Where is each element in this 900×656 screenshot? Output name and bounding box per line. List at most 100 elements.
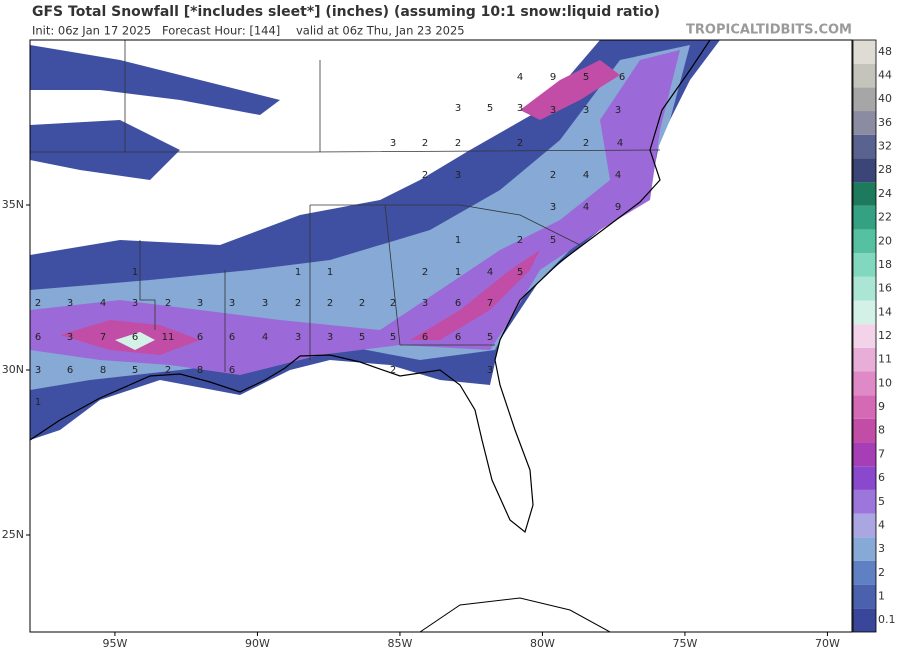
contour-label: 4 [583,170,589,181]
colorbar-swatch [853,324,876,348]
contour-label: 3 [197,298,203,309]
colorbar-label: 4 [878,518,885,531]
lon-label: 95W [102,637,127,650]
lat-label: 25N [2,528,24,541]
colorbar-swatch [853,347,876,372]
contour-label: 3 [487,365,493,376]
valid-time: valid at 06z Thu, Jan 23 2025 [296,24,465,38]
contour-label: 3 [550,202,556,213]
contour-label: 2 [327,298,333,309]
colorbar-border [852,39,877,633]
contour-label: 2 [455,138,461,149]
colorbar-label: 3 [878,542,885,555]
colorbar-swatch [853,584,876,609]
colorbar-swatch [853,182,876,206]
colorbar-label: 16 [878,282,892,295]
colorbar-label: 24 [878,187,892,200]
colorbar-swatch [853,87,876,112]
contour-label: 3 [583,105,589,116]
lon-label: 80W [530,637,555,650]
colorbar-swatch [853,111,876,135]
contour-label: 3 [67,298,73,309]
contour-label: 6 [35,332,41,343]
colorbar-label: 40 [878,92,892,105]
contour-label: 6 [132,332,138,343]
colorbar-label: 48 [878,45,892,58]
contour-label: 1 [35,397,41,408]
map: 4 9 5 63 5 3 3 3 33 2 2 2 2 42 3 2 4 43 4 91 2 51 1 1 2 1 4 52 3 4 3 2 3… [29,39,853,633]
init-time: Init: 06z Jan 17 2025 [32,24,151,38]
contour-label: 2 [422,170,428,181]
contour-label: 4 [100,298,106,309]
contour-label: 4 [487,267,493,278]
contour-label: 11 [162,332,175,343]
contour-label: 3 [132,298,138,309]
colorbar-label: 9 [878,400,885,413]
contour-label: 2 [583,138,589,149]
contour-label: 3 [35,365,41,376]
contour-label: 2 [390,365,396,376]
contour-label: 8 [100,365,106,376]
contour-label: 5 [583,72,589,83]
colorbar-label: 0.1 [878,613,896,626]
colorbar-label: 22 [878,211,892,224]
colorbar-swatch [853,489,876,514]
lat-label: 30N [2,363,24,376]
contour-label: 2 [359,298,365,309]
colorbar-swatch [853,205,876,230]
contour-label: 2 [35,298,41,309]
colorbar-label: 5 [878,495,885,508]
colorbar-swatch [853,442,876,467]
snow-area-extreme [115,332,155,350]
contour-label: 6 [229,365,235,376]
map-content: 4 9 5 63 5 3 3 3 33 2 2 2 2 42 3 2 4 43 4 91 2 51 1 1 2 1 4 52 3 4 3 2 3… [30,40,852,632]
contour-label: 3 [327,332,333,343]
lon-label: 70W [815,637,840,650]
contour-label: 5 [132,365,138,376]
colorbar-label: 10 [878,376,892,389]
contour-label: 6 [455,298,461,309]
contour-label: 4 [615,170,621,181]
contour-label: 2 [165,298,171,309]
contour-label: 5 [359,332,365,343]
lon-label: 90W [245,637,270,650]
colorbar-swatch [853,466,876,490]
contour-label: 3 [390,138,396,149]
colorbar-swatch [853,395,876,419]
colorbar-label: 12 [878,329,892,342]
colorbar-label: 20 [878,234,892,247]
watermark: TROPICALTIDBITS.COM [686,23,852,38]
contour-label: 6 [619,72,625,83]
colorbar-swatch [853,537,876,561]
colorbar-label: 18 [878,258,892,271]
colorbar-label: 1 [878,589,885,602]
contour-label: 6 [67,365,73,376]
colorbar-swatch [853,300,876,325]
contour-label: 1 [132,267,138,278]
contour-label: 3 [67,332,73,343]
contour-label: 9 [615,202,621,213]
contour-label: 3 [550,105,556,116]
colorbar-swatch [853,134,876,159]
snow-area-very-heavy [60,60,620,355]
contour-label: 4 [617,138,623,149]
contour-label: 3 [262,298,268,309]
colorbar-swatch [853,513,876,538]
contour-label: 6 [422,332,428,343]
colorbar-label: 28 [878,163,892,176]
colorbar-swatch [853,560,876,585]
contour-label: 5 [550,235,556,246]
colorbar-label: 7 [878,447,885,460]
contour-label: 2 [550,170,556,181]
contour-label: 9 [550,72,556,83]
contour-label: 2 [517,138,523,149]
contour-label: 4 [517,72,523,83]
contour-label: 3 [422,298,428,309]
contour-label: 2 [422,138,428,149]
lon-label: 75W [672,637,697,650]
contour-label: 3 [455,170,461,181]
map-border [29,39,853,633]
contour-label: 2 [517,235,523,246]
contour-label: 5 [517,267,523,278]
snow-area-heavy [30,50,680,375]
